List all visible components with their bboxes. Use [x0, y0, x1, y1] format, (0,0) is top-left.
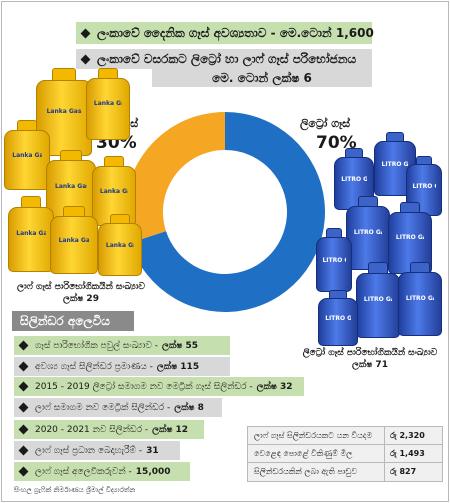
cost-stat-row: සිලින්ඩරයකින් ලබා ඇති පාඩුව රු 827 [248, 463, 442, 481]
diamond-bullet-icon [18, 361, 29, 372]
cost-stat-label: ලාෆ් ගෑස් සිලින්ඩරයකට යන වියදම [254, 430, 373, 440]
sales-item-value: 31 [146, 445, 159, 456]
cylinder-brand-label: LITRO GAS [412, 183, 435, 190]
diamond-bullet-icon [18, 340, 29, 351]
sales-item-value: ලක්ෂ 8 [174, 402, 204, 413]
litro-cylinder-8: LITRO GAS [318, 290, 358, 346]
cylinder-brand-label: LITRO GAS [405, 295, 434, 302]
cylinder-brand-label: LITRO GAS [363, 296, 392, 303]
daily-demand-text: ලංකාවේ දෛනික ගෑස් අවශ්‍යතාව - මෙ.ටොන් 1,… [97, 25, 374, 40]
laugfs-cylinder-2: Lanka Gas [4, 120, 50, 190]
annual-consumption-value: මෙ. ටොන් ලක්ෂ 6 [212, 70, 312, 85]
sales-list-item: 2015 - 2019 ලිට්‍රෝ සමාගම නව මෙට්‍රික් ග… [14, 377, 304, 396]
daily-demand-banner: ලංකාවේ දෛනික ගෑස් අවශ්‍යතාව - මෙ.ටොන් 1,… [76, 22, 374, 44]
diamond-bullet-icon [18, 445, 29, 456]
laugfs-cylinder-5: Lanka Gas [8, 196, 54, 272]
litro-cylinder-7: LITRO GAS [398, 262, 442, 336]
litro-consumer-caption: ලිට්‍රෝ ගෑස් පාරිභෝගිකයින් සංඛ්‍යාව ලක්ෂ… [290, 347, 450, 371]
sales-list-item: අවශ්‍ය ගෑස් සිලින්ඩර ප්‍රමාණය - ලක්ෂ 115 [14, 357, 230, 376]
litro-consumer-label: ලිට්‍රෝ ගෑස් පාරිභෝගිකයින් සංඛ්‍යාව [302, 348, 438, 358]
diamond-bullet-icon [80, 54, 91, 64]
annual-consumption-text: ලංකාවේ වසරකට ලිට්‍රෝ හා ලාෆ් ගෑස් පරිභෝජ… [97, 51, 357, 66]
laugfs-consumer-label: ලාෆ් ගෑස් පාරිභෝගිකයින් සංඛ්‍යාව [16, 282, 146, 292]
sales-item-value: 15,000 [135, 466, 171, 477]
sales-item-label: ලාෆ් ගෑස් අලෙවිකරුවන් - [35, 466, 132, 477]
cylinder-body [98, 223, 142, 276]
cost-stats-table: ලාෆ් ගෑස් සිලින්ඩරයකට යන වියදම රු 2,320 වෙ… [247, 426, 443, 482]
litro-cylinder-3: LITRO GAS [346, 196, 390, 270]
cylinder-body [8, 207, 54, 272]
cylinder-body [346, 206, 390, 270]
sales-item-value: ලක්ෂ 32 [256, 381, 293, 392]
sales-list-item: ලාෆ් සමාගම නව මෙට්‍රික් සිලින්ඩර - ලක්ෂ 8 [14, 398, 222, 417]
sales-item-label: ලාෆ් ගෑස් ප්‍රධාන බෙදාහැරීම් - [35, 445, 143, 456]
annual-consumption-banner: ලංකාවේ වසරකට ලිට්‍රෝ හා ලාෆ් ගෑස් පරිභෝජ… [76, 49, 372, 69]
sales-list-item: 2020 - 2021 නව සිලින්ඩර - ලක්ෂ 12 [14, 420, 204, 439]
cylinder-sales-title: සිලින්ඩර අලෙවිය [12, 311, 134, 331]
cylinder-body [316, 237, 352, 292]
cylinder-body [50, 216, 98, 274]
cost-stat-value: රු 827 [384, 463, 442, 481]
sales-list-item: ලාෆ් ගෑස් අලෙවිකරුවන් -15,000 [14, 462, 190, 481]
sales-item-label: ගෑස් පාරිභෝගික පවුල් සංඛ්‍යාව - [35, 340, 159, 351]
donut-slice-laugfs [124, 112, 225, 243]
cylinder-brand-label: Lanka Gas [12, 152, 42, 159]
cost-stat-value: රු 2,320 [384, 427, 442, 444]
cylinder-brand-label: LITRO GAS [322, 257, 345, 264]
cylinder-brand-label: LITRO GAS [325, 315, 351, 322]
cost-stat-row: වෙළෙඳ පොළේ විකිණුම් මිල රු 1,493 [248, 445, 442, 463]
slice-label-litro: ලිට්‍රෝ ගෑස් [300, 117, 351, 130]
sales-item-label: 2020 - 2021 නව සිලින්ඩර - [35, 424, 149, 435]
cylinder-brand-label: Lanka Gas [16, 230, 46, 237]
cost-stat-row: ලාෆ් ගෑස් සිලින්ඩරයකට යන වියදම රු 2,320 [248, 427, 442, 445]
cylinder-brand-label: Lanka Gas [105, 242, 134, 249]
sales-item-value: ලක්ෂ 55 [162, 340, 198, 351]
cylinder-brand-label: Lanka Gas [93, 100, 122, 107]
cylinder-body [4, 130, 50, 190]
sales-item-label: ලාෆ් සමාගම නව මෙට්‍රික් සිලින්ඩර - [35, 402, 171, 413]
cost-stat-label: වෙළෙඳ පොළේ විකිණුම් මිල [254, 448, 353, 458]
laugfs-cylinder-1: Lanka Gas [86, 68, 130, 140]
cylinder-brand-label: Lanka Gas [99, 188, 128, 195]
sales-list-item: ලාෆ් ගෑස් ප්‍රධාන බෙදාහැරීම් -31 [14, 441, 180, 460]
sales-list-item: ගෑස් පාරිභෝගික පවුල් සංඛ්‍යාව - ලක්ෂ 55 [14, 336, 230, 355]
diamond-bullet-icon [80, 28, 91, 38]
cylinder-body [86, 78, 130, 140]
cylinder-brand-label: LITRO GAS [381, 161, 409, 168]
sales-item-label: 2015 - 2019 ලිට්‍රෝ සමාගම නව මෙට්‍රික් ග… [35, 381, 253, 392]
donut-slice-litro [129, 112, 325, 313]
cost-stat-label: සිලින්ඩරයකින් ලබා ඇති පාඩුව [254, 467, 358, 476]
sales-item-value: ලක්ෂ 12 [152, 424, 189, 435]
laugfs-consumer-count: ලක්ෂ 29 [63, 294, 99, 304]
annual-consumption-banner-value: මෙ. ටොන් ලක්ෂ 6 [152, 69, 372, 87]
cylinder-brand-label: Lanka Gas [55, 183, 87, 190]
cylinder-brand-label: LITRO GAS [395, 234, 424, 241]
laugfs-cylinder-6: Lanka Gas [50, 206, 98, 274]
sales-item-value: ලක්ෂ 115 [156, 361, 200, 372]
cost-stat-value: රු 1,493 [384, 445, 442, 462]
cylinder-brand-label: LITRO GAS [353, 229, 382, 236]
laugfs-consumer-caption: ලාෆ් ගෑස් පාරිභෝගිකයින් සංඛ්‍යාව ලක්ෂ 29 [6, 281, 156, 305]
cylinder-body [318, 298, 358, 346]
diamond-bullet-icon [18, 381, 29, 392]
diamond-bullet-icon [18, 424, 29, 435]
cylinder-brand-label: Lanka Gas [58, 237, 90, 244]
cylinder-brand-label: LITRO GAS [341, 176, 367, 183]
diamond-bullet-icon [18, 466, 29, 477]
laugfs-cylinder-7: Lanka Gas [98, 214, 142, 276]
source-credit: සිංහල ග්‍රැෆික් නිර්මාණය ශ්‍රීමාල් විද්‍… [14, 486, 136, 494]
litro-cylinder-6: LITRO GAS [356, 262, 400, 338]
gas-share-donut-chart [124, 112, 325, 313]
cylinder-body [398, 272, 442, 336]
sales-item-label: අවශ්‍ය ගෑස් සිලින්ඩර ප්‍රමාණය - [35, 361, 153, 372]
cylinder-body [356, 273, 400, 338]
litro-consumer-count: ලක්ෂ 71 [352, 360, 388, 370]
diamond-bullet-icon [18, 402, 29, 413]
litro-cylinder-5: LITRO GAS [316, 228, 352, 292]
cylinder-brand-label: Lanka Gas [46, 108, 82, 115]
